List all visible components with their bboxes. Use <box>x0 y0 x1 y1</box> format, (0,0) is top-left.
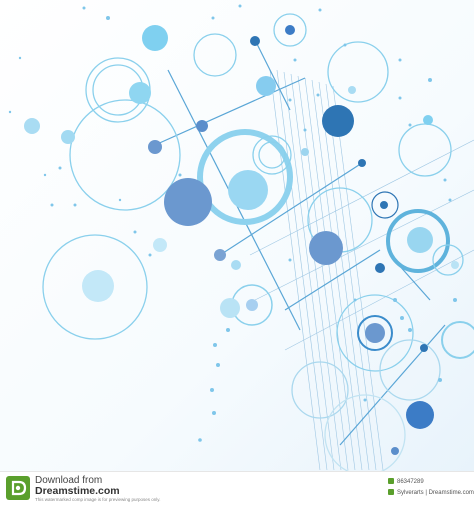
photographer-credit: Sylverarts | Dreamstime.com <box>397 490 474 496</box>
preview-disclaimer: This watermarked comp image is for previ… <box>35 497 161 502</box>
image-id: 86347289 <box>397 479 424 485</box>
download-from-label: Download from <box>35 475 103 486</box>
dreamstime-logo-icon <box>6 476 30 500</box>
watermark-footer: Download from Dreamstime.com This waterm… <box>0 471 474 506</box>
id-badge-icon <box>388 478 394 485</box>
small-dots <box>8 4 457 442</box>
image-id-row: 86347289 <box>388 478 424 486</box>
site-name[interactable]: Dreamstime.com <box>35 485 120 497</box>
background <box>0 0 474 471</box>
credit-row: Sylverarts | Dreamstime.com <box>388 489 474 497</box>
abstract-bauhaus-artwork <box>0 0 474 471</box>
filled-circles <box>24 25 459 455</box>
photographer-icon <box>388 489 394 496</box>
